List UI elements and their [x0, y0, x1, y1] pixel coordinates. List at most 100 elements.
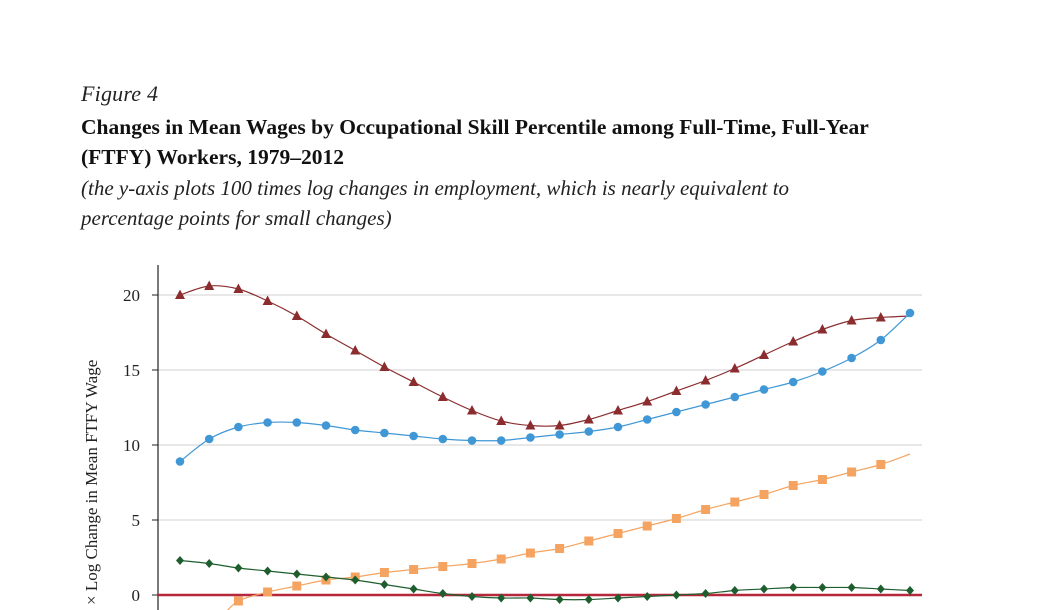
- diamond-point-6: [351, 575, 360, 585]
- triangle-point-18: [700, 375, 711, 385]
- circle-point-12: [526, 433, 535, 442]
- square-point-19: [730, 497, 740, 507]
- diamond-point-11: [497, 593, 506, 603]
- square-point-7: [379, 568, 389, 577]
- triangle-point-0: [175, 289, 185, 299]
- diamond-point-18: [701, 589, 710, 598]
- diamond-point-16: [643, 592, 652, 601]
- square-point-16: [642, 521, 652, 531]
- triangle-point-6: [350, 345, 361, 355]
- circle-point-2: [234, 422, 243, 432]
- square-point-22: [817, 475, 827, 484]
- circle-point-20: [759, 385, 769, 394]
- diamond-point-25: [906, 586, 914, 595]
- square-point-2: [233, 596, 243, 606]
- circle-point-18: [701, 400, 710, 409]
- square-point-23: [847, 467, 857, 477]
- triangle-point-8: [408, 376, 419, 386]
- square-point-20: [759, 490, 769, 499]
- circle-point-7: [380, 428, 389, 438]
- triangle-point-17: [671, 385, 682, 395]
- figure-title: Changes in Mean Wages by Occupational Sk…: [81, 115, 869, 169]
- diamond-point-20: [760, 584, 768, 594]
- circle-point-8: [409, 431, 418, 441]
- diamond-point-12: [526, 593, 535, 603]
- diamond-point-5: [322, 572, 330, 582]
- square-series: [226, 453, 911, 610]
- diamond-point-7: [380, 580, 389, 589]
- circle-point-17: [672, 407, 681, 417]
- triangle-point-7: [379, 361, 390, 371]
- axes: 0 5 10 15 20: [123, 265, 922, 610]
- figure-label: Figure 4: [81, 81, 159, 106]
- triangle-point-1: [204, 280, 215, 290]
- circle-point-23: [847, 353, 856, 363]
- diamond-point-21: [789, 583, 798, 592]
- circle-point-16: [642, 415, 652, 424]
- circle-series: [175, 308, 915, 466]
- square-point-18: [701, 505, 711, 514]
- diamond-point-4: [292, 569, 301, 579]
- diamond-point-8: [409, 584, 418, 594]
- y-tick-label-5: 5: [132, 511, 141, 530]
- square-point-13: [555, 544, 565, 553]
- triangle-point-22: [817, 324, 828, 334]
- circle-point-9: [438, 434, 448, 444]
- triangle-series: [175, 280, 911, 430]
- triangle-series-line: [179, 285, 911, 427]
- diamond-series: [176, 556, 914, 604]
- square-point-9: [438, 562, 448, 571]
- circle-point-15: [613, 422, 623, 432]
- diamond-point-22: [818, 583, 827, 592]
- figure-subtitle: (the y-axis plots 100 times log changes …: [81, 176, 790, 230]
- circle-point-3: [263, 418, 272, 427]
- triangle-point-11: [496, 415, 507, 425]
- circle-point-1: [204, 434, 214, 444]
- diamond-point-24: [876, 584, 885, 594]
- triangle-point-23: [846, 315, 857, 325]
- circle-series-line: [179, 312, 911, 462]
- triangle-point-24: [875, 312, 886, 322]
- square-point-15: [613, 529, 623, 538]
- series-layer: [175, 280, 915, 610]
- triangle-point-4: [291, 310, 302, 320]
- diamond-point-10: [468, 592, 476, 601]
- diamond-point-0: [176, 556, 184, 565]
- circle-point-14: [584, 427, 594, 436]
- diamond-point-19: [730, 586, 739, 595]
- triangle-point-10: [467, 405, 477, 415]
- triangle-point-2: [233, 283, 244, 293]
- y-tick-label-0: 0: [132, 586, 141, 605]
- square-series-line: [226, 453, 911, 610]
- triangle-point-5: [321, 328, 331, 338]
- square-point-10: [467, 559, 477, 568]
- y-tick-label-10: 10: [123, 436, 140, 455]
- diamond-point-14: [584, 595, 593, 604]
- circle-point-25: [905, 308, 915, 318]
- diamond-point-23: [847, 583, 856, 592]
- diamond-point-13: [555, 595, 564, 604]
- circle-point-24: [876, 335, 886, 345]
- circle-point-13: [555, 430, 564, 439]
- diamond-point-2: [234, 563, 243, 573]
- triangle-point-14: [583, 414, 594, 424]
- triangle-point-19: [729, 363, 740, 373]
- triangle-point-9: [437, 391, 448, 401]
- square-point-8: [409, 565, 419, 574]
- diamond-point-3: [263, 566, 272, 576]
- circle-point-22: [818, 367, 827, 376]
- square-point-17: [671, 514, 681, 523]
- square-point-14: [584, 536, 594, 546]
- y-tick-label-15: 15: [123, 361, 140, 380]
- circle-point-10: [467, 436, 477, 445]
- y-tick-label-20: 20: [123, 286, 140, 305]
- square-point-4: [292, 581, 302, 591]
- triangle-point-20: [759, 349, 769, 359]
- circle-point-5: [321, 421, 331, 430]
- square-point-12: [525, 548, 535, 558]
- grid-lines: [158, 294, 922, 521]
- circle-point-19: [730, 392, 740, 402]
- diamond-point-9: [438, 589, 447, 598]
- triangle-point-15: [613, 405, 623, 415]
